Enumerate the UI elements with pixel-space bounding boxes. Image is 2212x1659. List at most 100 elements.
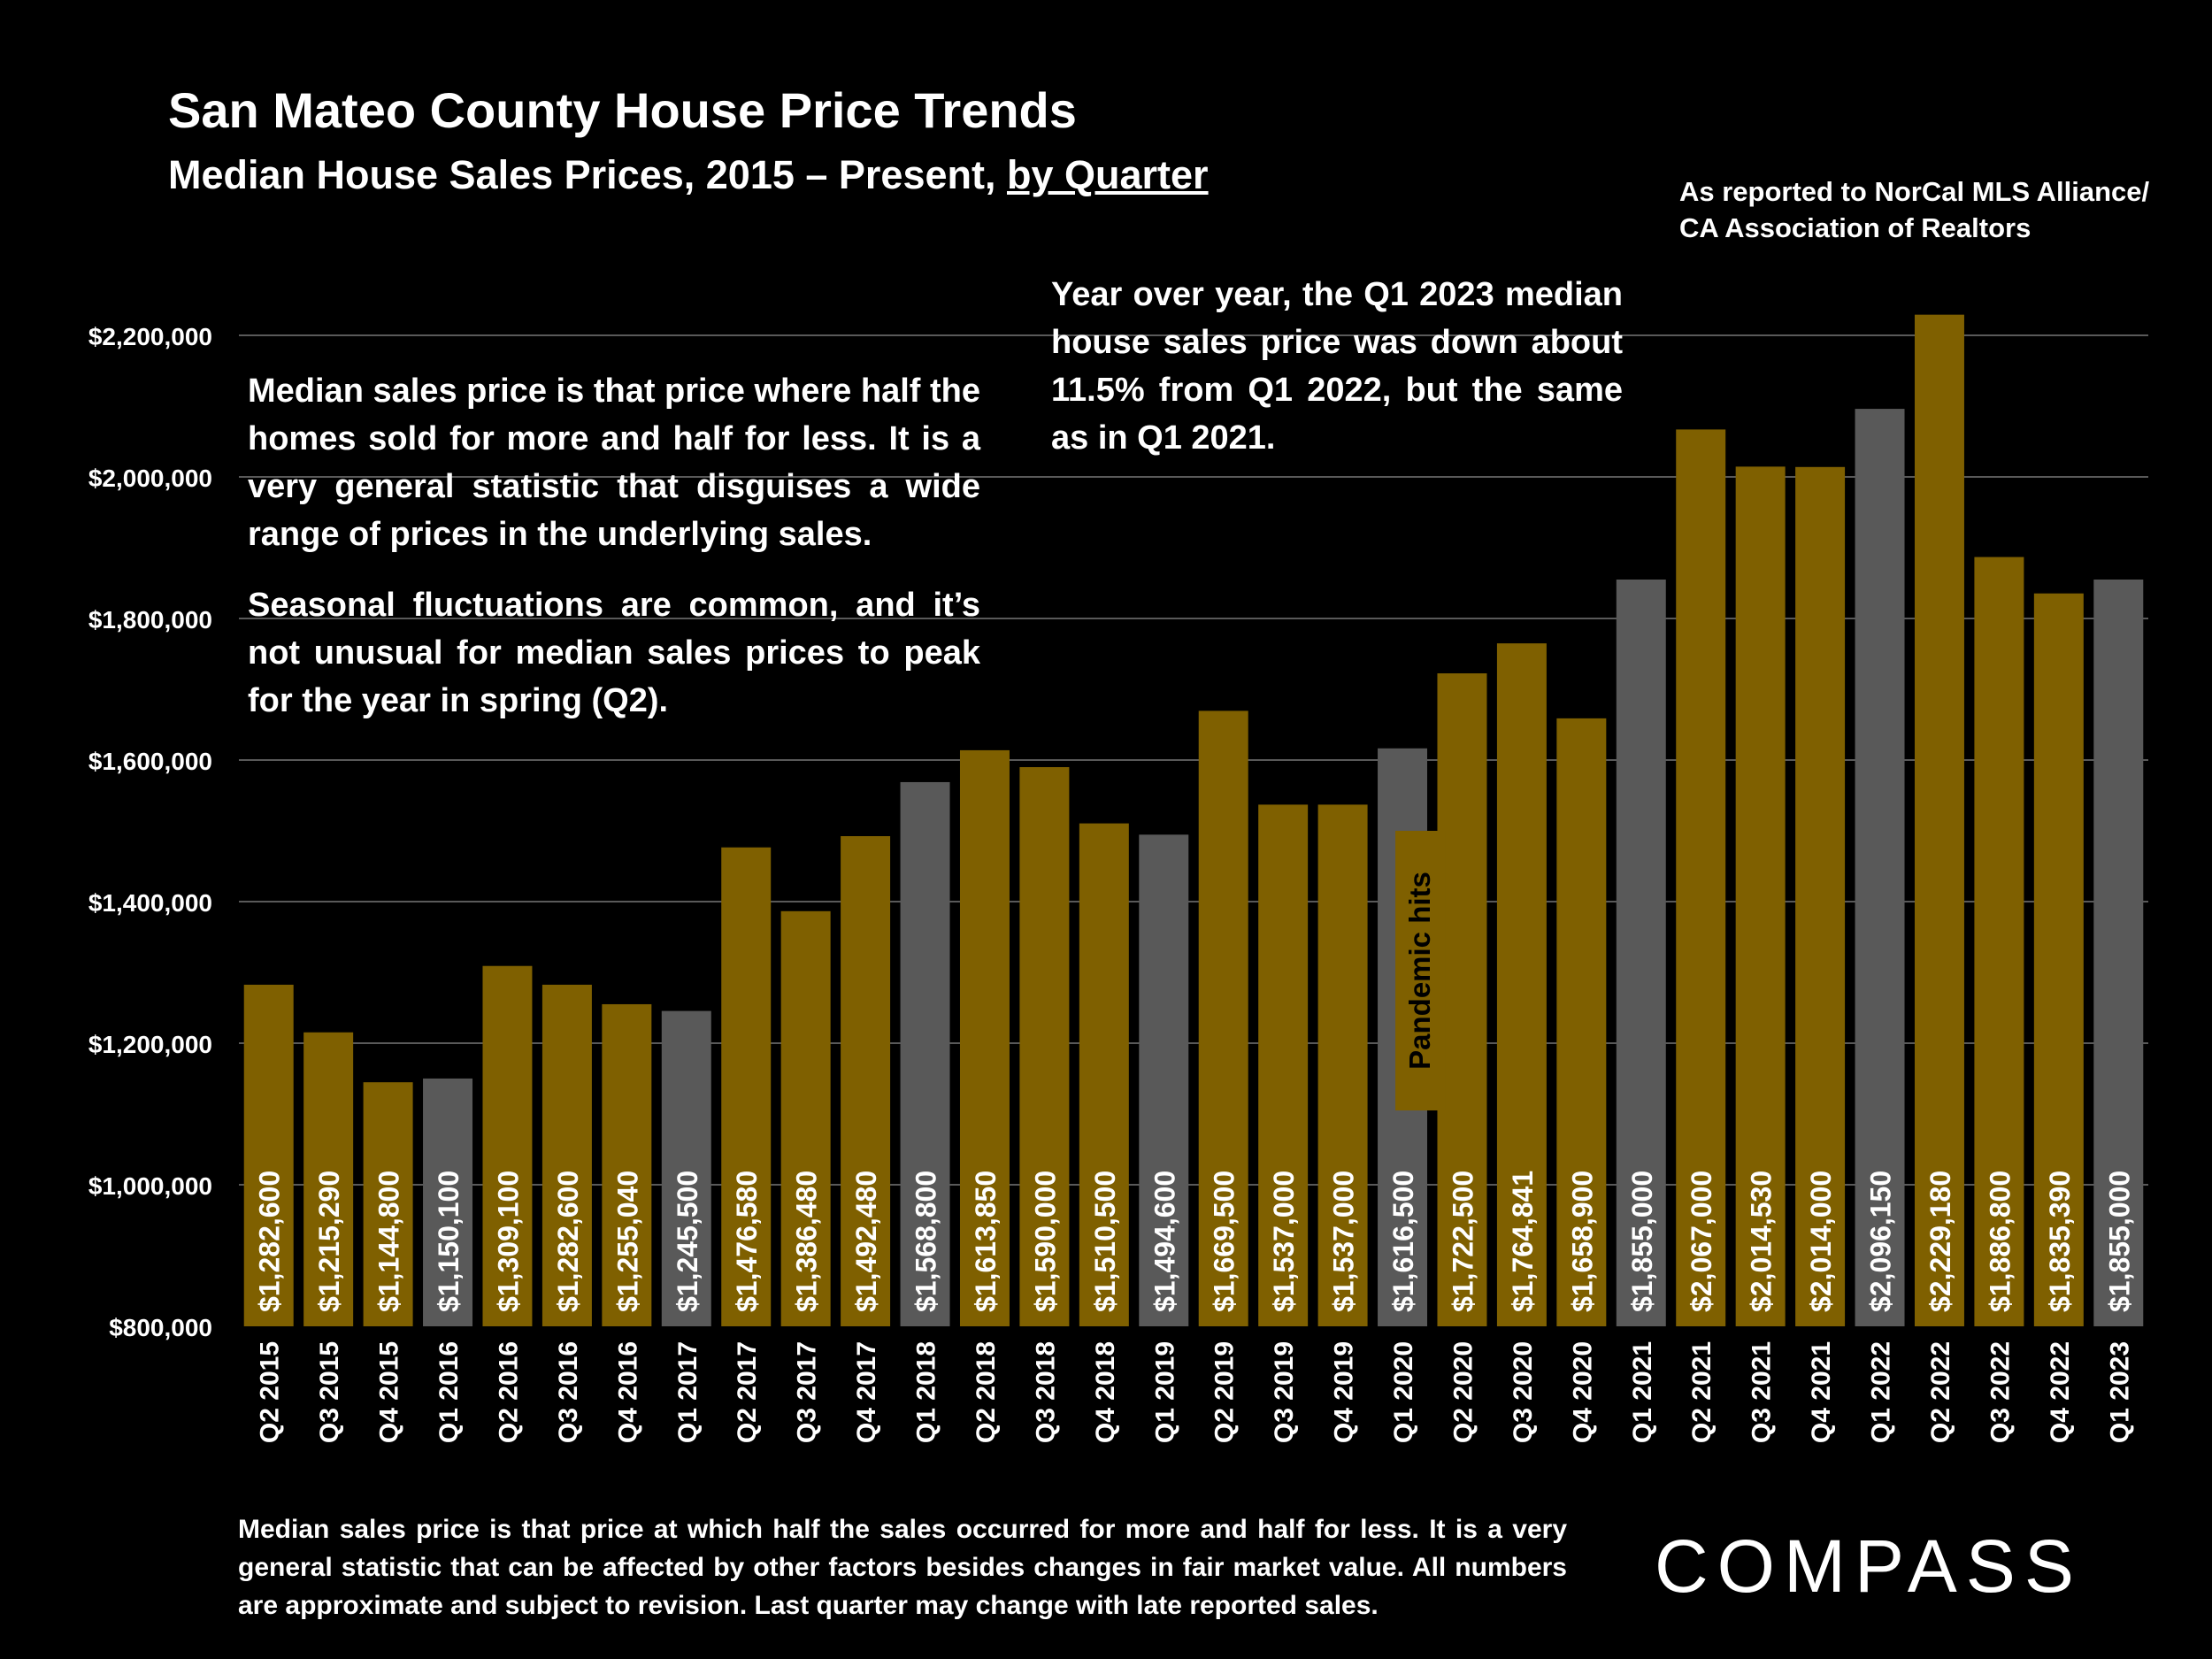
bar-value-label: $1,669,500 [1209, 1171, 1240, 1312]
seasonal-fluctuation-note: Seasonal fluctuations are common, and it… [248, 587, 980, 719]
bar [841, 836, 891, 1326]
x-tick-label: Q2 2016 [494, 1341, 523, 1443]
bar-value-label: $1,886,800 [1984, 1171, 2016, 1312]
x-tick-label: Q4 2016 [613, 1341, 642, 1443]
bar [2093, 580, 2144, 1326]
bar-value-label: $1,282,600 [552, 1171, 584, 1312]
x-tick-label: Q3 2022 [1985, 1341, 2015, 1443]
bar-value-label: $2,096,150 [1865, 1171, 1897, 1312]
bar [1437, 673, 1487, 1326]
y-tick-label: $2,000,000 [88, 465, 212, 492]
x-tick-label: Q3 2021 [1747, 1341, 1777, 1443]
median-explanation-note: Median sales price is that price where h… [248, 373, 980, 553]
bar-value-label: $1,282,600 [254, 1171, 286, 1312]
bar-value-label: $1,537,000 [1268, 1171, 1300, 1312]
bar-value-label: $2,067,000 [1686, 1171, 1717, 1312]
bar-value-label: $1,613,850 [970, 1171, 1002, 1312]
bar [1258, 804, 1309, 1326]
bar [1616, 580, 1666, 1326]
x-tick-label: Q2 2015 [256, 1341, 285, 1443]
bar [1139, 834, 1189, 1326]
pandemic-annotation-box [1395, 831, 1446, 1110]
x-tick-label: Q4 2015 [375, 1341, 404, 1443]
bar-value-label: $1,835,390 [2044, 1171, 2076, 1312]
x-tick-label: Q4 2022 [2046, 1341, 2075, 1443]
bar [303, 1032, 354, 1326]
bar-value-label: $1,764,841 [1507, 1171, 1539, 1312]
bar [661, 1010, 711, 1326]
bar-value-label: $1,616,500 [1387, 1171, 1419, 1312]
bar-value-label: $1,494,600 [1148, 1171, 1180, 1312]
y-tick-label: $800,000 [109, 1314, 212, 1341]
y-tick-label: $1,200,000 [88, 1031, 212, 1058]
bar-value-label: $1,722,500 [1447, 1171, 1479, 1312]
bar-value-label: $1,245,500 [672, 1171, 703, 1312]
footnote: Median sales price is that price at whic… [238, 1515, 1567, 1620]
bar-value-label: $1,309,100 [492, 1171, 524, 1312]
x-tick-label: Q3 2016 [554, 1341, 583, 1443]
bar [1556, 718, 1607, 1326]
bar [423, 1078, 473, 1326]
bar [1855, 409, 1905, 1327]
x-tick-label: Q3 2018 [1031, 1341, 1060, 1443]
bar-value-label: $1,144,800 [373, 1171, 405, 1312]
bar [541, 984, 592, 1326]
bar [1079, 823, 1129, 1326]
compass-logo: COMPASS [1655, 1525, 2083, 1608]
bar-value-label: $1,658,900 [1566, 1171, 1598, 1312]
x-tick-label: Q3 2020 [1509, 1341, 1538, 1443]
bar-value-label: $1,150,100 [433, 1171, 465, 1312]
bar-value-label: $1,476,580 [731, 1171, 763, 1312]
x-tick-label: Q2 2022 [1926, 1341, 1955, 1443]
x-tick-label: Q4 2021 [1807, 1341, 1836, 1443]
bar [602, 1003, 652, 1326]
x-tick-label: Q1 2017 [673, 1341, 703, 1443]
x-tick-label: Q3 2017 [793, 1341, 822, 1443]
y-tick-label: $1,800,000 [88, 606, 212, 634]
y-tick-label: $2,200,000 [88, 323, 212, 350]
x-tick-label: Q3 2015 [315, 1341, 344, 1443]
bar [1198, 710, 1248, 1326]
bar [1735, 466, 1786, 1326]
bar-value-label: $1,568,800 [910, 1171, 942, 1312]
year-over-year-note: Year over year, the Q1 2023 median house… [1051, 276, 1623, 457]
bar-value-label: $1,855,000 [2103, 1171, 2135, 1312]
x-tick-label: Q1 2019 [1150, 1341, 1179, 1443]
x-tick-label: Q1 2022 [1867, 1341, 1896, 1443]
bar [721, 847, 772, 1326]
x-tick-label: Q1 2018 [912, 1341, 941, 1443]
bar [959, 749, 1010, 1326]
y-tick-label: $1,600,000 [88, 748, 212, 775]
bar-value-label: $1,215,290 [313, 1171, 345, 1312]
bar [1019, 767, 1070, 1326]
y-tick-label: $1,000,000 [88, 1172, 212, 1200]
x-tick-label: Q4 2017 [852, 1341, 881, 1443]
x-tick-label: Q2 2019 [1210, 1341, 1240, 1443]
x-tick-label: Q2 2021 [1687, 1341, 1717, 1443]
bar-value-label: $1,386,480 [791, 1171, 823, 1312]
data-source-note: As reported to NorCal MLS Alliance/ CA A… [1679, 176, 2150, 243]
x-tick-label: Q1 2021 [1628, 1341, 1657, 1443]
subtitle-by-quarter: by Quarter [1007, 152, 1209, 197]
x-tick-label: Q4 2020 [1568, 1341, 1597, 1443]
bar [1317, 804, 1368, 1326]
x-tick-label: Q3 2019 [1270, 1341, 1299, 1443]
bar [900, 781, 950, 1326]
bar-value-label: $1,492,480 [850, 1171, 882, 1312]
subtitle-text: Median House Sales Prices, 2015 – Presen… [168, 152, 1007, 197]
bar [482, 965, 533, 1326]
bar-value-label: $1,510,500 [1089, 1171, 1121, 1312]
bar-value-label: $2,014,530 [1746, 1171, 1778, 1312]
x-tick-label: Q2 2017 [733, 1341, 762, 1443]
pandemic-annotation-label: Pandemic hits [1403, 872, 1436, 1070]
bar [1914, 314, 1964, 1326]
y-tick-label: $1,400,000 [88, 889, 212, 917]
bar [1795, 466, 1846, 1326]
bar-value-label: $1,255,040 [611, 1171, 643, 1312]
x-tick-label: Q1 2016 [434, 1341, 464, 1443]
chart-subtitle: Median House Sales Prices, 2015 – Presen… [168, 152, 1209, 198]
x-tick-label: Q1 2023 [2105, 1341, 2134, 1443]
x-tick-label: Q2 2018 [972, 1341, 1001, 1443]
bar [780, 910, 831, 1326]
